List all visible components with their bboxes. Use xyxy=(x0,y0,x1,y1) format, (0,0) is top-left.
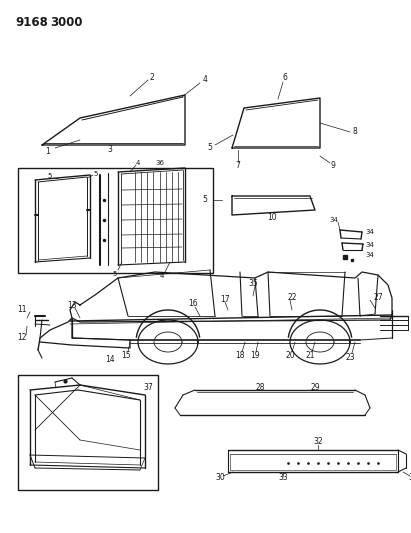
Text: 32: 32 xyxy=(313,438,323,447)
Text: 34: 34 xyxy=(365,242,374,248)
Text: 5: 5 xyxy=(203,196,208,205)
Text: 19: 19 xyxy=(250,351,260,360)
Text: 34: 34 xyxy=(365,229,374,235)
Text: 5: 5 xyxy=(94,171,98,177)
Text: 16: 16 xyxy=(188,300,198,309)
Text: 6: 6 xyxy=(282,74,287,83)
Text: 17: 17 xyxy=(220,295,230,303)
Text: 34: 34 xyxy=(329,217,338,223)
Text: 31: 31 xyxy=(408,473,411,482)
Bar xyxy=(18,375,158,490)
Text: 22: 22 xyxy=(287,293,297,302)
Text: 23: 23 xyxy=(345,352,355,361)
Text: 28: 28 xyxy=(255,383,265,392)
Text: 11: 11 xyxy=(17,305,27,314)
Text: 10: 10 xyxy=(267,214,277,222)
Text: 37: 37 xyxy=(143,384,153,392)
Text: 18: 18 xyxy=(235,351,245,360)
Text: 33: 33 xyxy=(278,473,288,482)
Text: 4: 4 xyxy=(203,76,208,85)
Text: 21: 21 xyxy=(305,351,315,360)
Text: 4: 4 xyxy=(136,160,140,166)
Bar xyxy=(18,168,213,273)
Text: 30: 30 xyxy=(215,473,225,482)
Text: 5: 5 xyxy=(208,143,212,152)
Text: 5: 5 xyxy=(48,173,52,179)
Text: 13: 13 xyxy=(67,301,77,310)
Text: 8: 8 xyxy=(353,127,358,136)
Text: 34: 34 xyxy=(365,252,374,258)
Text: 7: 7 xyxy=(236,161,240,171)
Text: 3000: 3000 xyxy=(50,15,83,28)
Text: 2: 2 xyxy=(150,72,155,82)
Text: 27: 27 xyxy=(373,294,383,303)
Text: 15: 15 xyxy=(121,351,131,360)
Text: 12: 12 xyxy=(17,334,27,343)
Text: 1: 1 xyxy=(46,147,51,156)
Text: 5: 5 xyxy=(113,271,117,277)
Text: 3: 3 xyxy=(108,146,113,155)
Text: 35: 35 xyxy=(248,279,258,287)
Text: 4: 4 xyxy=(160,273,164,279)
Text: 9: 9 xyxy=(330,161,335,171)
Text: 9168: 9168 xyxy=(15,15,48,28)
Text: 36: 36 xyxy=(155,160,164,166)
Text: 29: 29 xyxy=(310,383,320,392)
Text: 14: 14 xyxy=(105,356,115,365)
Text: 20: 20 xyxy=(285,351,295,360)
